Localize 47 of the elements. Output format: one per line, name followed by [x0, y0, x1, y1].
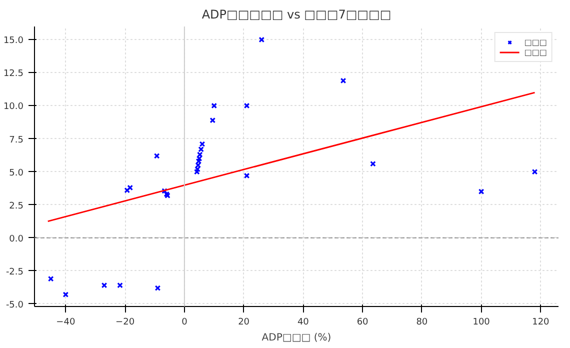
point	[370, 160, 376, 167]
y-tick-label: 2.5	[9, 201, 24, 212]
point	[244, 102, 250, 109]
point	[154, 285, 161, 291]
point	[196, 156, 202, 162]
point	[101, 282, 108, 288]
point	[340, 78, 346, 84]
point	[154, 153, 160, 159]
y-tick-label: 5.0	[9, 168, 24, 178]
point	[211, 102, 218, 109]
point	[194, 168, 200, 175]
y-tick-label: 12.5	[3, 69, 24, 80]
point	[162, 188, 168, 194]
x-tick-label: 80	[416, 318, 428, 328]
point	[194, 166, 200, 172]
y-tick-label: -5.0	[6, 300, 24, 310]
y-tick-label: 15.0	[3, 36, 24, 46]
point	[258, 36, 265, 43]
x-axis-title: ADP□□□ (%)	[262, 332, 332, 344]
point	[195, 162, 202, 168]
point	[532, 168, 538, 175]
point	[127, 184, 134, 191]
x-tick-label: 0	[182, 318, 188, 328]
y-tick-label: 0.0	[9, 234, 24, 244]
point	[478, 188, 484, 195]
point	[124, 187, 130, 194]
y-tick-label: -2.5	[6, 267, 24, 278]
x-tick-label: 20	[238, 318, 250, 328]
x-tick-label: 60	[356, 318, 369, 328]
legend-label: □□□	[524, 47, 547, 57]
x-tick-label: 40	[297, 318, 310, 328]
x-tick-label: 100	[472, 318, 490, 328]
point	[62, 292, 69, 298]
point	[48, 276, 54, 282]
point	[198, 146, 204, 152]
point	[196, 152, 203, 158]
point	[199, 141, 206, 147]
point	[210, 117, 216, 124]
x-tick-label: −20	[116, 318, 135, 328]
point	[244, 172, 250, 179]
chart-title: ADP□□□□□ vs □□□7□□□□	[202, 8, 392, 22]
x-tick-label: 120	[532, 318, 550, 328]
y-tick-label: 10.0	[3, 102, 24, 112]
x-tick-label: −40	[56, 318, 76, 328]
legend-label: □□□	[524, 37, 547, 47]
y-tick-label: 7.5	[9, 135, 24, 146]
point	[117, 282, 123, 288]
